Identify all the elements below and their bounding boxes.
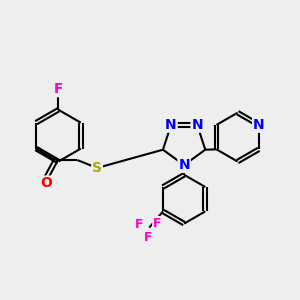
Text: F: F bbox=[153, 217, 161, 230]
Text: N: N bbox=[253, 118, 265, 132]
Text: N: N bbox=[165, 118, 177, 132]
Text: N: N bbox=[178, 158, 190, 172]
Text: F: F bbox=[144, 231, 152, 244]
Text: O: O bbox=[40, 176, 52, 190]
Text: N: N bbox=[191, 118, 203, 132]
Text: F: F bbox=[135, 218, 143, 231]
Text: F: F bbox=[54, 82, 63, 96]
Text: S: S bbox=[92, 161, 102, 175]
